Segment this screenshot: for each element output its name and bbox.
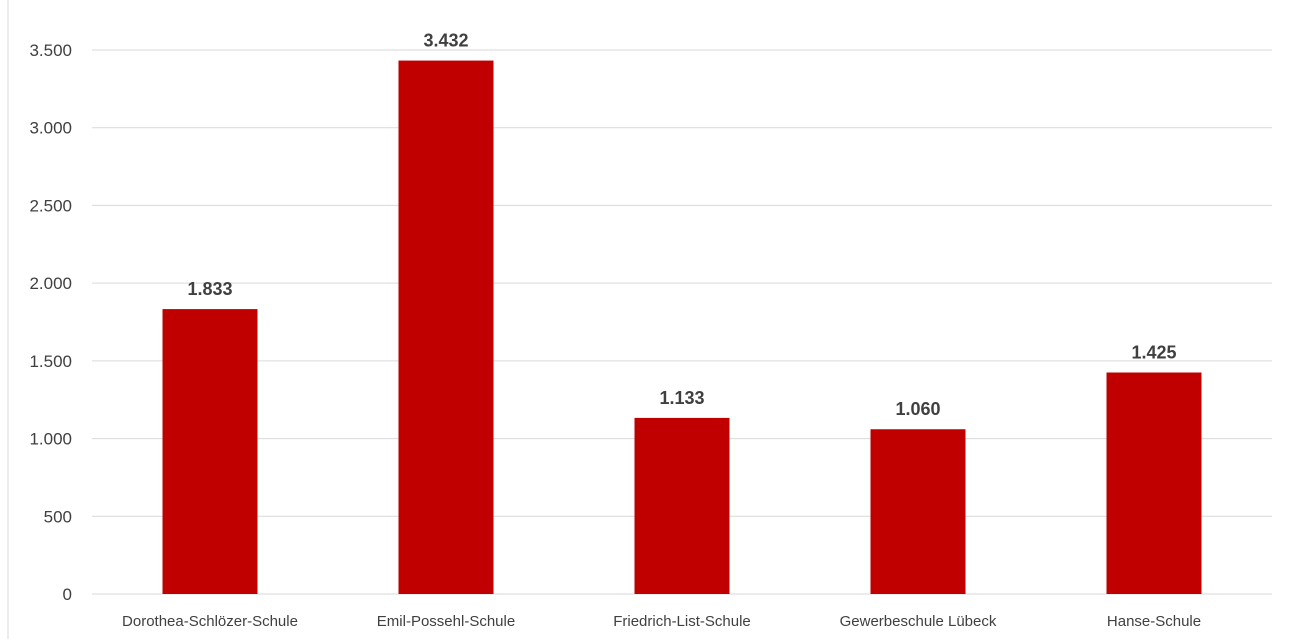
bars [162, 60, 1202, 594]
category-label-3: Friedrich-List-Schule [613, 613, 751, 630]
y-tick-label: 500 [44, 507, 72, 526]
data-label-1: 1.833 [187, 279, 232, 299]
bar-3 [634, 417, 730, 594]
x-axis-categories: Dorothea-Schlözer-Schule Emil-Possehl-Sch… [122, 613, 1201, 630]
category-label-1: Dorothea-Schlözer-Schule [122, 613, 298, 630]
y-tick-label: 1.500 [29, 352, 72, 371]
y-tick-label: 1.000 [29, 430, 72, 449]
y-tick-label: 0 [63, 585, 72, 604]
y-tick-label: 3.000 [29, 119, 72, 138]
bar-5 [1106, 372, 1202, 594]
data-label-4: 1.060 [895, 399, 940, 419]
data-labels: 1.833 3.432 1.133 1.060 1.425 [187, 31, 1176, 420]
y-tick-label: 2.000 [29, 274, 72, 293]
data-label-5: 1.425 [1131, 343, 1176, 363]
bar-1 [162, 309, 258, 594]
category-label-5: Hanse-Schule [1107, 613, 1201, 630]
y-tick-label: 2.500 [29, 196, 72, 215]
y-axis-ticks: 0 500 1.000 1.500 2.000 2.500 3.000 3.500 [29, 41, 72, 604]
category-label-2: Emil-Possehl-Schule [377, 613, 515, 630]
bar-4 [870, 429, 966, 594]
bar-2 [398, 60, 494, 594]
y-tick-label: 3.500 [29, 41, 72, 60]
category-label-4: Gewerbeschule Lübeck [840, 613, 997, 630]
data-label-3: 1.133 [659, 388, 704, 408]
data-label-2: 3.432 [423, 31, 468, 51]
